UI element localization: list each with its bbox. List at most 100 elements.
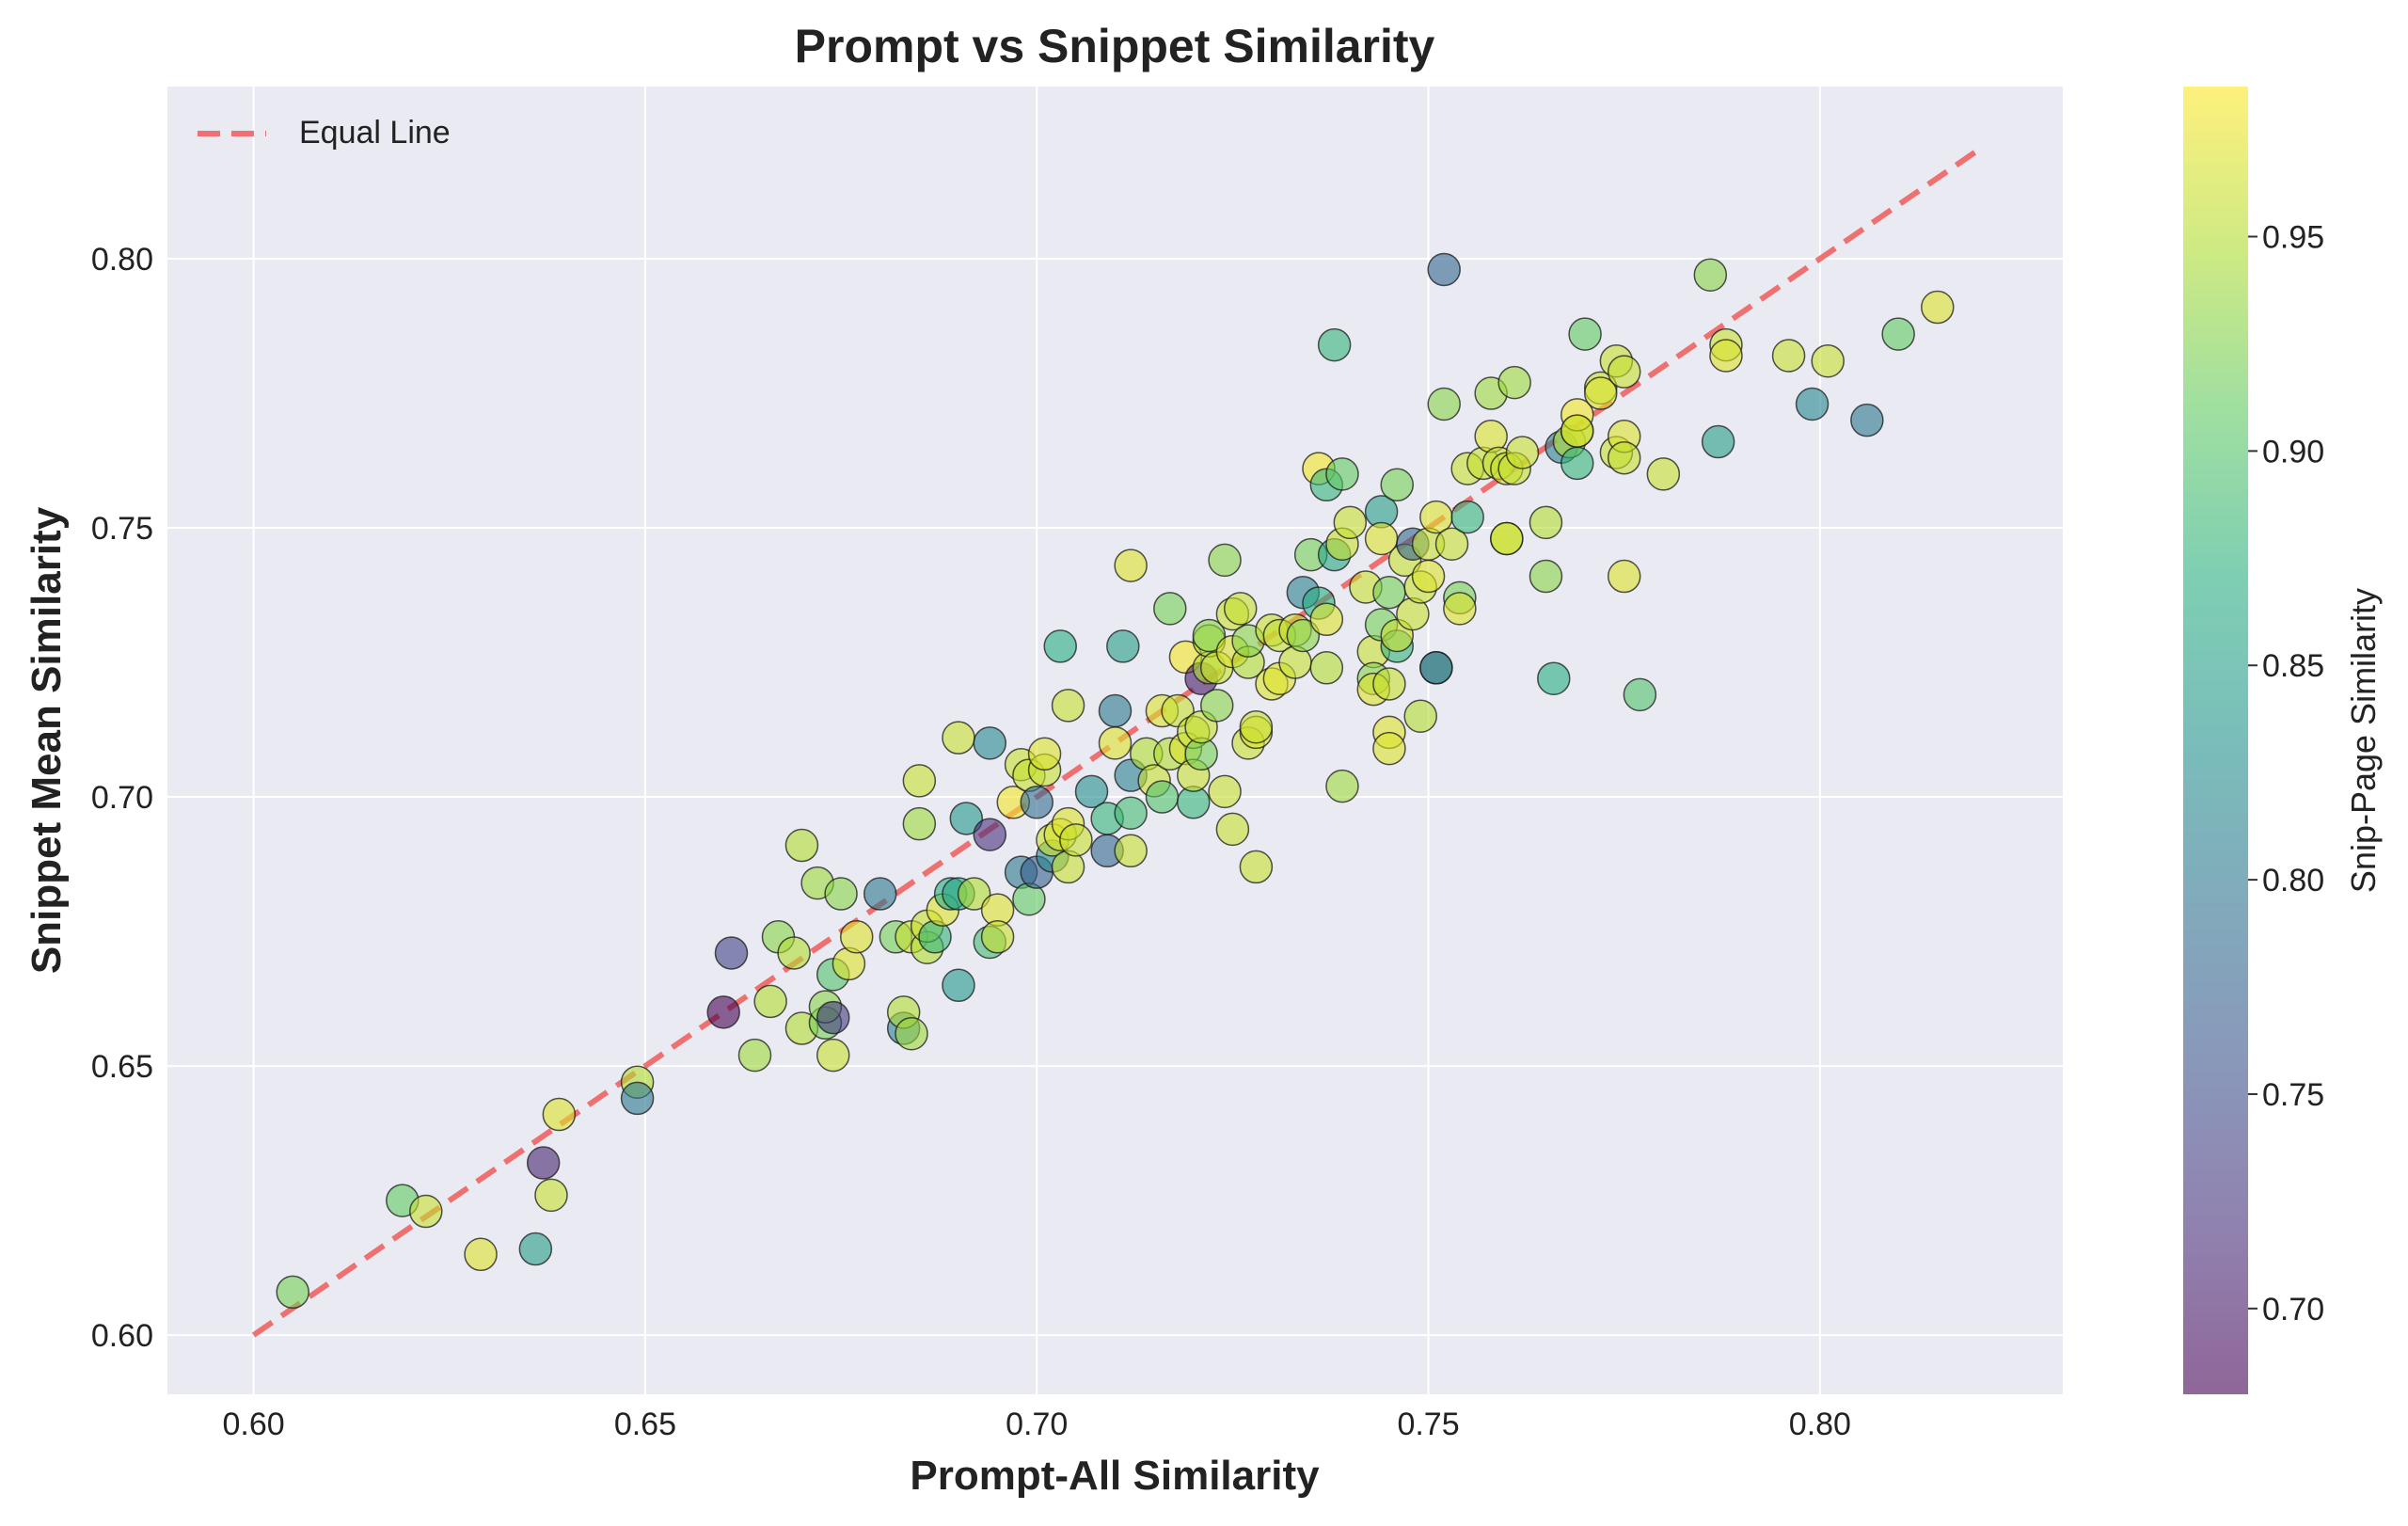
data-point xyxy=(1098,726,1133,760)
equal-line xyxy=(251,149,1979,1338)
data-point xyxy=(1114,796,1148,830)
colorbar-tick-label: 0.70 xyxy=(2262,1292,2324,1327)
data-point xyxy=(714,936,749,970)
data-point xyxy=(1145,780,1180,814)
y-tick-label: 0.75 xyxy=(91,511,153,547)
data-point xyxy=(1309,651,1344,685)
data-point xyxy=(1434,527,1469,561)
data-point xyxy=(1709,339,1743,373)
data-point xyxy=(1497,365,1531,400)
chart-title: Prompt vs Snippet Similarity xyxy=(795,20,1435,72)
data-point xyxy=(1505,436,1540,469)
data-point xyxy=(1529,559,1563,594)
data-point xyxy=(1199,689,1234,723)
data-point xyxy=(1192,618,1227,653)
data-point xyxy=(1059,823,1093,857)
data-point xyxy=(1325,457,1359,491)
x-tick-label: 0.75 xyxy=(1397,1407,1459,1442)
data-point xyxy=(777,936,811,970)
data-point xyxy=(1560,414,1594,448)
data-point xyxy=(1380,468,1415,502)
data-point xyxy=(1239,709,1274,744)
data-point xyxy=(1317,327,1352,362)
data-point xyxy=(1051,689,1085,723)
data-point xyxy=(1881,317,1915,351)
data-point xyxy=(409,1194,443,1229)
data-point xyxy=(1529,505,1563,540)
data-point xyxy=(1419,651,1453,685)
data-point xyxy=(1114,548,1148,582)
data-point xyxy=(1568,317,1602,351)
data-point xyxy=(1427,387,1461,421)
x-tick-label: 0.70 xyxy=(1006,1407,1068,1442)
data-point xyxy=(737,1038,772,1073)
data-point xyxy=(1153,592,1187,626)
colorbar-tick-label: 0.75 xyxy=(2262,1077,2324,1113)
data-point xyxy=(1623,677,1657,712)
colorbar-tick-label: 0.85 xyxy=(2262,648,2324,684)
data-point xyxy=(1771,339,1806,373)
data-point xyxy=(276,1275,309,1310)
data-point xyxy=(542,1097,577,1132)
x-tick-label: 0.80 xyxy=(1789,1407,1851,1442)
data-point xyxy=(1850,403,1884,437)
data-point xyxy=(895,1016,928,1051)
data-point xyxy=(753,984,787,1019)
data-point xyxy=(902,764,937,798)
x-tick-label: 0.65 xyxy=(614,1407,676,1442)
data-point xyxy=(973,818,1007,851)
data-point xyxy=(1223,592,1258,626)
data-point xyxy=(518,1232,553,1266)
data-point xyxy=(534,1178,568,1213)
x-axis-ticks: 0.60 0.65 0.70 0.75 0.80 xyxy=(222,1407,1850,1442)
y-axis-ticks: 0.60 0.65 0.70 0.75 0.80 xyxy=(91,242,153,1354)
data-point xyxy=(706,995,740,1029)
data-point xyxy=(1537,661,1571,695)
x-tick-label: 0.60 xyxy=(222,1407,284,1442)
data-point xyxy=(1411,559,1446,594)
data-point xyxy=(816,1038,850,1073)
data-point xyxy=(1583,376,1618,410)
data-point xyxy=(1372,667,1406,701)
data-point xyxy=(839,920,874,954)
data-point xyxy=(1693,258,1728,292)
y-tick-label: 0.70 xyxy=(91,780,153,816)
data-point xyxy=(942,968,975,1003)
data-point xyxy=(1106,629,1140,663)
data-point xyxy=(1286,618,1321,653)
data-point xyxy=(1098,693,1133,728)
data-point xyxy=(1309,602,1344,637)
data-point xyxy=(863,877,897,911)
data-point xyxy=(1701,424,1735,459)
colorbar-tick-label: 0.90 xyxy=(2262,434,2324,469)
data-point xyxy=(784,828,819,863)
data-point xyxy=(816,1000,850,1035)
data-point xyxy=(973,726,1007,760)
data-point xyxy=(1607,559,1641,594)
y-tick-label: 0.65 xyxy=(91,1049,153,1085)
data-point xyxy=(1427,252,1461,287)
data-point xyxy=(1811,343,1845,378)
data-point xyxy=(824,877,858,911)
data-point xyxy=(1333,505,1368,540)
data-point xyxy=(1646,457,1681,491)
data-point xyxy=(1208,774,1242,809)
colorbar xyxy=(2183,87,2248,1394)
colorbar-tick-label: 0.80 xyxy=(2262,863,2324,898)
legend: Equal Line xyxy=(198,115,451,151)
y-tick-label: 0.80 xyxy=(91,242,153,278)
data-point xyxy=(1325,769,1359,803)
data-point xyxy=(1239,850,1274,884)
data-point xyxy=(464,1237,498,1272)
data-point xyxy=(1560,446,1594,481)
data-point xyxy=(1403,699,1437,734)
data-point xyxy=(949,802,984,835)
data-point xyxy=(902,806,937,841)
colorbar-tick-label: 0.95 xyxy=(2262,220,2324,256)
data-point xyxy=(620,1081,655,1116)
x-axis-label: Prompt-All Similarity xyxy=(910,1453,1320,1499)
data-point xyxy=(1208,543,1242,578)
data-point xyxy=(1921,290,1955,325)
data-point xyxy=(1795,387,1830,421)
